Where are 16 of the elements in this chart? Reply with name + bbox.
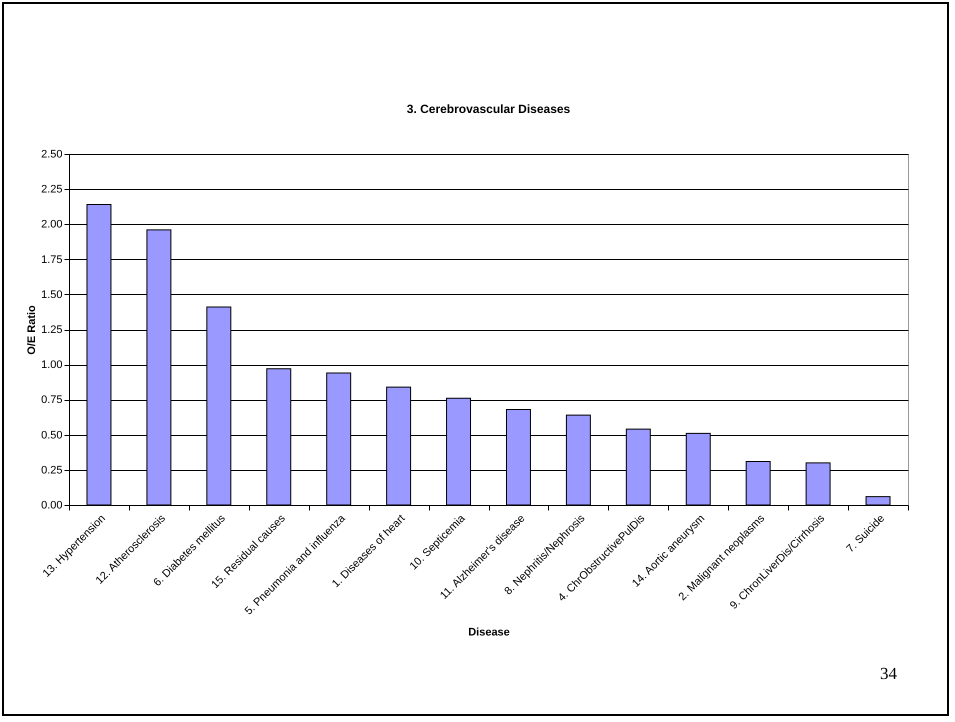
y-tick-label: 1.50 (41, 288, 62, 301)
y-tick-label: 2.00 (41, 218, 62, 231)
text: 34 (880, 664, 897, 684)
y-tick-label: 0.50 (41, 429, 62, 442)
chart-title: 3. Cerebrovascular Diseases (406, 102, 571, 116)
y-axis-title: O/E Ratio (26, 304, 38, 355)
bar (866, 496, 891, 506)
y-tick-label: 2.25 (41, 184, 62, 196)
y-tick-label: 0.00 (41, 500, 62, 512)
y-tick-label: 1.75 (41, 254, 62, 266)
y-tick-label: 0.25 (41, 464, 62, 476)
x-axis-title: Disease (468, 626, 510, 639)
y-tick-label: 0.75 (41, 394, 62, 406)
y-tick-label: 1.25 (41, 324, 62, 336)
y-tick-label: 1.00 (41, 359, 62, 372)
y-tick-label: 2.50 (41, 148, 62, 160)
